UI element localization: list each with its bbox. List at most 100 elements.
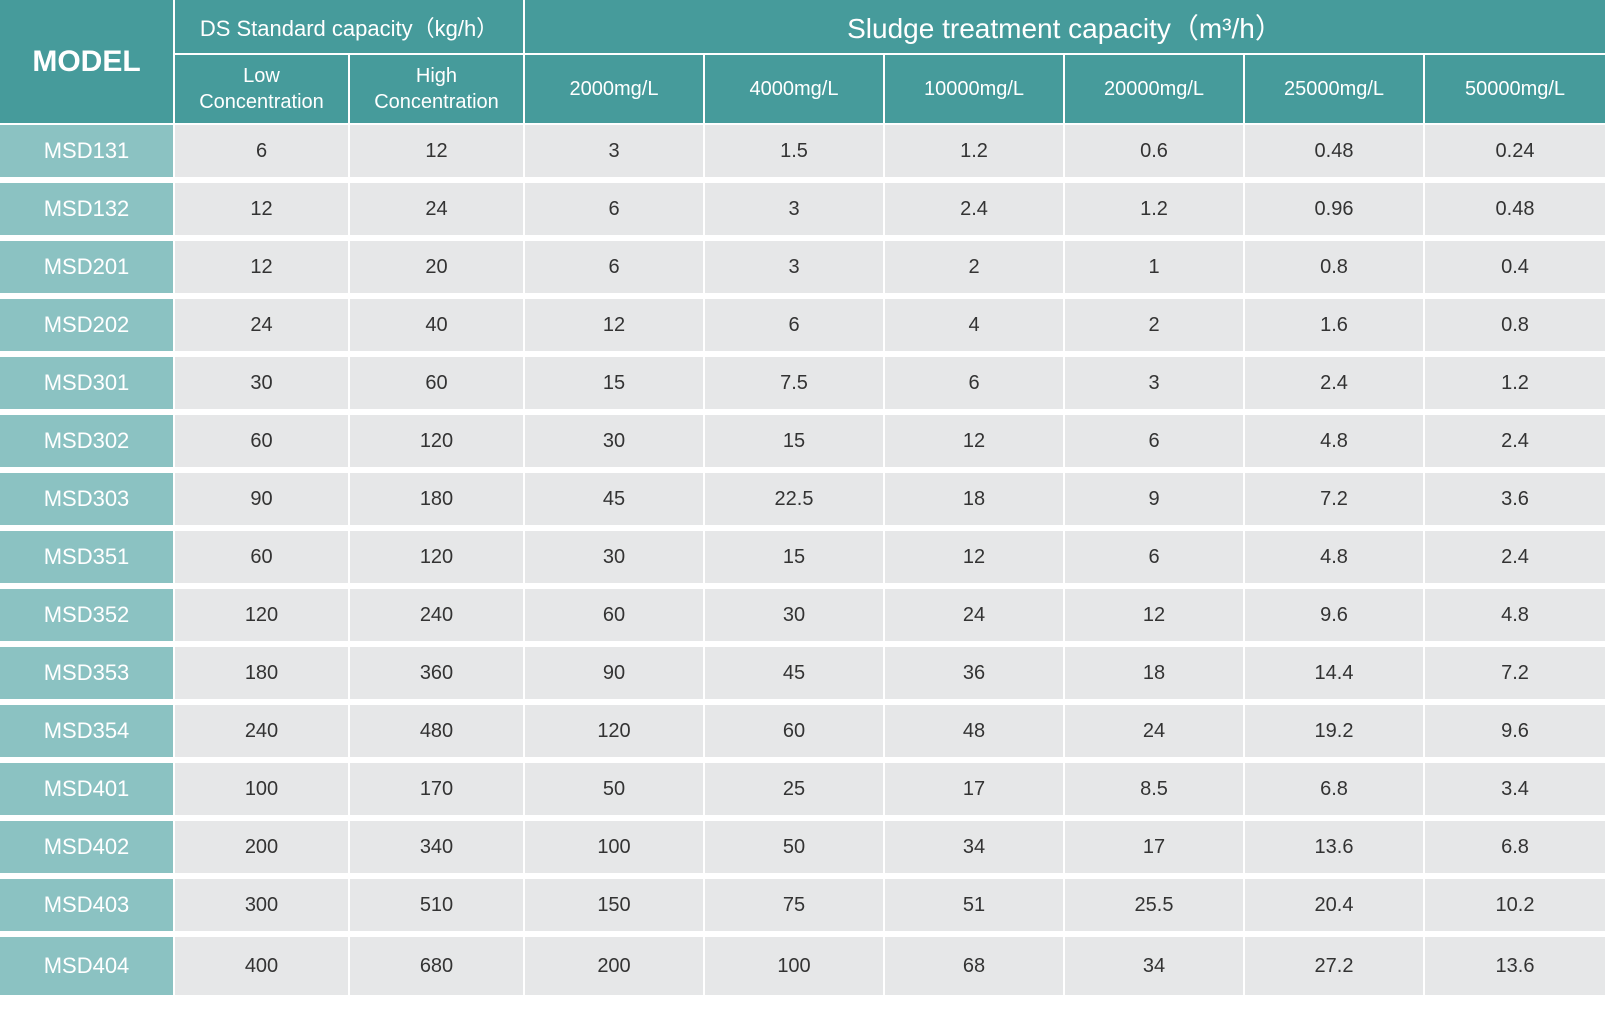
col-header-2: 2000mg/L	[525, 55, 705, 125]
data-cell: 6.8	[1425, 821, 1605, 879]
col-header-5: 20000mg/L	[1065, 55, 1245, 125]
data-cell: 200	[175, 821, 350, 879]
data-cell: 15	[705, 415, 885, 473]
col-group-sludge: Sludge treatment capacity（m³/h）	[525, 0, 1605, 55]
data-cell: 100	[175, 763, 350, 821]
table-row: MSD3516012030151264.82.4	[0, 531, 1605, 589]
data-cell: 30	[525, 531, 705, 589]
data-cell: 2.4	[885, 183, 1065, 241]
data-cell: 240	[175, 705, 350, 763]
col-header-0: LowConcentration	[175, 55, 350, 125]
data-cell: 170	[350, 763, 525, 821]
col-header-4: 10000mg/L	[885, 55, 1065, 125]
data-cell: 0.48	[1425, 183, 1605, 241]
table-row: MSD35424048012060482419.29.6	[0, 705, 1605, 763]
model-cell: MSD352	[0, 589, 175, 647]
data-cell: 680	[350, 937, 525, 995]
table-row: MSD2022440126421.60.8	[0, 299, 1605, 357]
model-cell: MSD404	[0, 937, 175, 995]
data-cell: 90	[175, 473, 350, 531]
data-cell: 6.8	[1245, 763, 1425, 821]
table-row: MSD3013060157.5632.41.2	[0, 357, 1605, 415]
data-cell: 1	[1065, 241, 1245, 299]
data-cell: 20.4	[1245, 879, 1425, 937]
data-cell: 60	[705, 705, 885, 763]
data-cell: 7.2	[1425, 647, 1605, 705]
data-cell: 13.6	[1245, 821, 1425, 879]
data-cell: 24	[350, 183, 525, 241]
data-cell: 0.6	[1065, 125, 1245, 183]
data-cell: 40	[350, 299, 525, 357]
data-cell: 2.4	[1425, 531, 1605, 589]
data-cell: 14.4	[1245, 647, 1425, 705]
data-cell: 3.4	[1425, 763, 1605, 821]
data-cell: 6	[1065, 415, 1245, 473]
table-row: MSD3026012030151264.82.4	[0, 415, 1605, 473]
data-cell: 4.8	[1425, 589, 1605, 647]
table-row: MSD4011001705025178.56.83.4	[0, 763, 1605, 821]
data-cell: 90	[525, 647, 705, 705]
data-cell: 1.5	[705, 125, 885, 183]
table-row: MSD1321224632.41.20.960.48	[0, 183, 1605, 241]
data-cell: 150	[525, 879, 705, 937]
data-cell: 100	[705, 937, 885, 995]
data-cell: 120	[350, 531, 525, 589]
col-header-3: 4000mg/L	[705, 55, 885, 125]
data-cell: 200	[525, 937, 705, 995]
data-cell: 2	[885, 241, 1065, 299]
data-cell: 0.4	[1425, 241, 1605, 299]
data-cell: 0.48	[1245, 125, 1425, 183]
data-cell: 30	[525, 415, 705, 473]
data-cell: 0.8	[1245, 241, 1425, 299]
data-cell: 7.2	[1245, 473, 1425, 531]
col-header-1: HighConcentration	[350, 55, 525, 125]
model-cell: MSD301	[0, 357, 175, 415]
model-cell: MSD302	[0, 415, 175, 473]
data-cell: 7.5	[705, 357, 885, 415]
data-cell: 15	[525, 357, 705, 415]
data-cell: 0.96	[1245, 183, 1425, 241]
data-cell: 15	[705, 531, 885, 589]
data-cell: 12	[175, 241, 350, 299]
data-cell: 10.2	[1425, 879, 1605, 937]
data-cell: 2.4	[1245, 357, 1425, 415]
table-row: MSD40220034010050341713.66.8	[0, 821, 1605, 879]
data-cell: 240	[350, 589, 525, 647]
model-cell: MSD132	[0, 183, 175, 241]
data-cell: 6	[525, 241, 705, 299]
data-cell: 120	[525, 705, 705, 763]
col-header-model: MODEL	[0, 0, 175, 125]
data-cell: 27.2	[1245, 937, 1425, 995]
data-cell: 2.4	[1425, 415, 1605, 473]
data-cell: 6	[1065, 531, 1245, 589]
data-cell: 360	[350, 647, 525, 705]
data-cell: 1.6	[1245, 299, 1425, 357]
data-cell: 18	[885, 473, 1065, 531]
model-cell: MSD202	[0, 299, 175, 357]
data-cell: 0.8	[1425, 299, 1605, 357]
data-cell: 4.8	[1245, 415, 1425, 473]
data-cell: 20	[350, 241, 525, 299]
data-cell: 36	[885, 647, 1065, 705]
data-cell: 1.2	[1065, 183, 1245, 241]
table-row: MSD201122063210.80.4	[0, 241, 1605, 299]
data-cell: 24	[175, 299, 350, 357]
col-header-7: 50000mg/L	[1425, 55, 1605, 125]
data-cell: 480	[350, 705, 525, 763]
data-cell: 0.24	[1425, 125, 1605, 183]
model-cell: MSD401	[0, 763, 175, 821]
capacity-table: MODEL DS Standard capacity（kg/h） Sludge …	[0, 0, 1605, 995]
data-cell: 13.6	[1425, 937, 1605, 995]
data-cell: 120	[175, 589, 350, 647]
data-cell: 9	[1065, 473, 1245, 531]
data-cell: 180	[175, 647, 350, 705]
data-cell: 22.5	[705, 473, 885, 531]
table-header: MODEL DS Standard capacity（kg/h） Sludge …	[0, 0, 1605, 125]
data-cell: 2	[1065, 299, 1245, 357]
data-cell: 34	[885, 821, 1065, 879]
data-cell: 9.6	[1245, 589, 1425, 647]
data-cell: 17	[885, 763, 1065, 821]
data-cell: 60	[175, 415, 350, 473]
data-cell: 1.2	[885, 125, 1065, 183]
data-cell: 3.6	[1425, 473, 1605, 531]
